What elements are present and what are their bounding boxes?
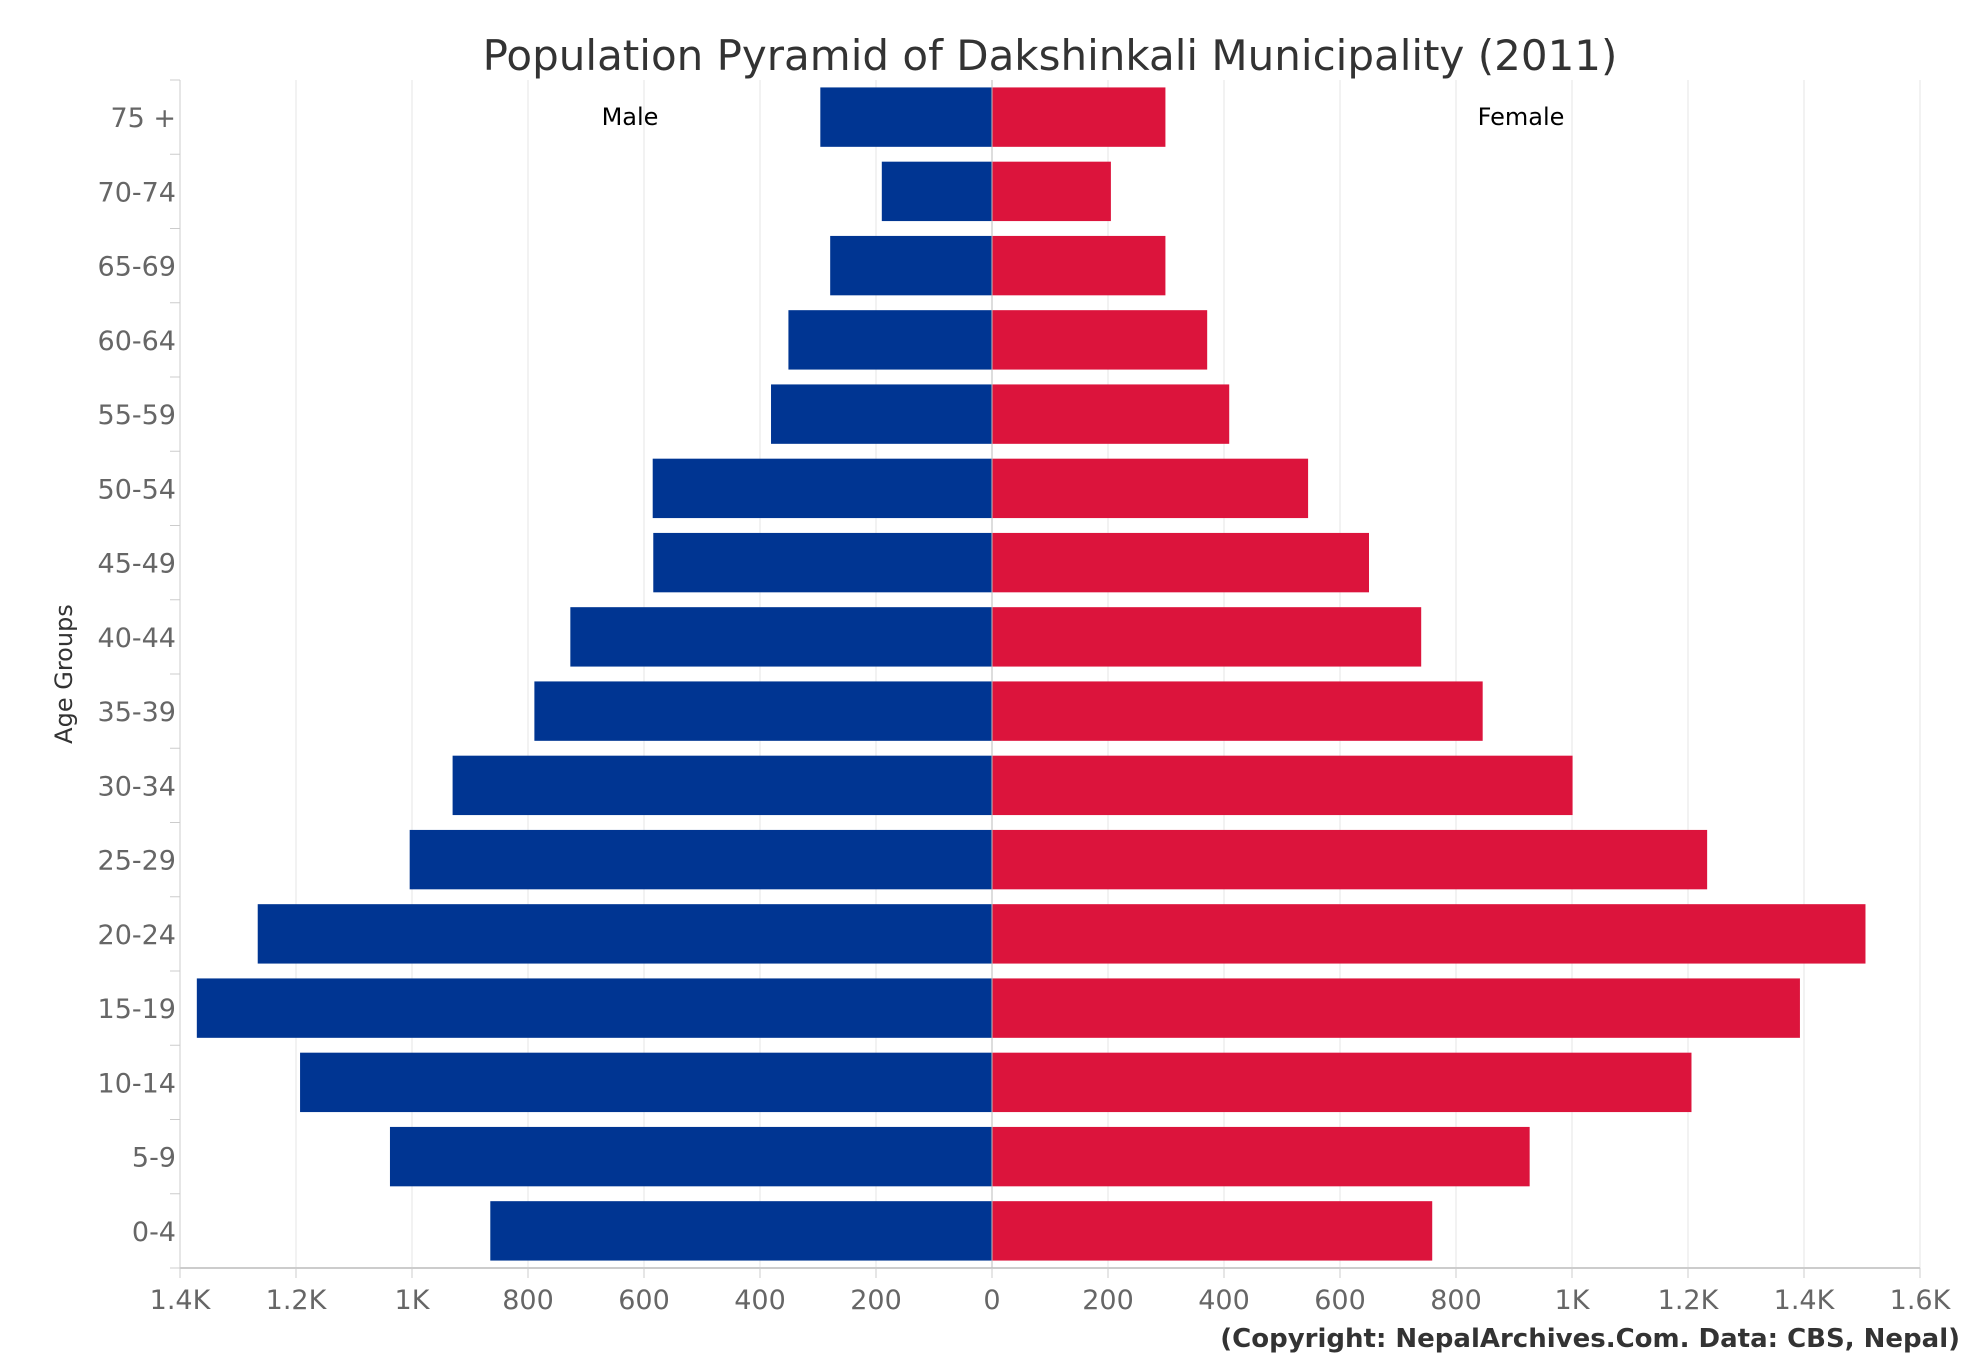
chart-title: Population Pyramid of Dakshinkali Munici… — [483, 31, 1618, 80]
y-tick-label: 60-64 — [98, 326, 176, 357]
x-tick-label: 1K — [1555, 1285, 1591, 1316]
y-tick-label: 10-14 — [98, 1068, 176, 1099]
bars[interactable] — [196, 87, 1866, 1261]
bar-male-45-49[interactable] — [653, 532, 992, 593]
bar-female-40-44[interactable] — [992, 607, 1422, 667]
y-tick-label: 40-44 — [98, 623, 176, 654]
bar-male-75 +[interactable] — [820, 87, 992, 147]
bar-male-30-34[interactable] — [452, 755, 993, 816]
x-tick-label: 1.4K — [1774, 1285, 1836, 1316]
y-tick-label: 55-59 — [98, 400, 176, 431]
bar-male-70-74[interactable] — [881, 161, 992, 222]
bar-female-65-69[interactable] — [992, 235, 1166, 296]
x-tick-label: 200 — [1082, 1285, 1134, 1316]
x-tick-label: 600 — [1314, 1285, 1366, 1316]
y-axis-label: Age Groups — [50, 604, 78, 744]
y-tick-label: 70-74 — [98, 177, 176, 208]
bar-male-5-9[interactable] — [389, 1126, 993, 1187]
y-tick-label: 35-39 — [98, 697, 176, 728]
x-tick-label: 1.2K — [1658, 1285, 1720, 1316]
bar-male-65-69[interactable] — [830, 235, 992, 296]
bar-female-60-64[interactable] — [992, 310, 1208, 370]
y-tick-label: 5-9 — [132, 1143, 176, 1174]
y-tick-label: 25-29 — [98, 846, 176, 877]
bar-female-25-29[interactable] — [992, 829, 1708, 890]
y-tick-label: 30-34 — [98, 771, 176, 802]
x-tick-label: 800 — [1430, 1285, 1482, 1316]
bar-male-20-24[interactable] — [257, 904, 993, 964]
legend-male[interactable]: Male — [602, 103, 659, 131]
y-tick-label: 50-54 — [98, 474, 176, 505]
y-tick-label: 75 + — [110, 103, 176, 134]
bar-female-5-9[interactable] — [992, 1126, 1530, 1187]
y-tick-label: 15-19 — [98, 994, 176, 1025]
legend-female[interactable]: Female — [1478, 103, 1565, 131]
x-tick-label: 1.4K — [150, 1285, 212, 1316]
bar-male-15-19[interactable] — [196, 978, 992, 1038]
bar-female-0-4[interactable] — [992, 1201, 1433, 1261]
bar-female-50-54[interactable] — [992, 458, 1309, 519]
bar-female-10-14[interactable] — [992, 1052, 1692, 1113]
bar-female-55-59[interactable] — [992, 384, 1230, 444]
bar-female-35-39[interactable] — [992, 681, 1483, 741]
bar-male-55-59[interactable] — [771, 384, 992, 444]
y-tick-labels: 0-4 5-9 10-14 15-19 20-24 25-29 30-34 35-39 40-4… — [98, 103, 176, 1248]
bar-female-30-34[interactable] — [992, 755, 1573, 816]
x-tick-label: 800 — [502, 1285, 554, 1316]
x-tick-label: 400 — [734, 1285, 786, 1316]
bar-female-75 +[interactable] — [992, 87, 1166, 147]
bar-male-25-29[interactable] — [409, 829, 992, 890]
axes — [170, 79, 1921, 1278]
bar-female-20-24[interactable] — [992, 904, 1866, 964]
x-tick-label: 400 — [1198, 1285, 1250, 1316]
x-tick-label: 0 — [983, 1285, 1000, 1316]
x-tick-label: 200 — [850, 1285, 902, 1316]
bar-female-70-74[interactable] — [992, 161, 1111, 222]
y-tick-label: 20-24 — [98, 920, 176, 951]
bar-female-15-19[interactable] — [992, 978, 1800, 1038]
y-tick-label: 0-4 — [132, 1217, 176, 1248]
bar-male-50-54[interactable] — [652, 458, 992, 519]
bar-male-40-44[interactable] — [570, 607, 992, 667]
y-tick-label: 45-49 — [98, 549, 176, 580]
credit-text: (Copyright: NepalArchives.Com. Data: CBS… — [1220, 1324, 1960, 1354]
bar-male-35-39[interactable] — [534, 681, 992, 741]
x-tick-label: 1K — [395, 1285, 431, 1316]
x-tick-label: 1.6K — [1890, 1285, 1952, 1316]
x-tick-labels: 1.4K 1.2K 1K 800 600 400 200 0 200 400 600 800 1K 1.2… — [150, 1285, 1952, 1316]
y-tick-label: 65-69 — [98, 252, 176, 283]
x-tick-label: 600 — [618, 1285, 670, 1316]
x-tick-label: 1.2K — [266, 1285, 328, 1316]
bar-male-60-64[interactable] — [788, 310, 992, 370]
bar-female-45-49[interactable] — [992, 532, 1369, 593]
bar-male-0-4[interactable] — [490, 1201, 992, 1261]
bar-male-10-14[interactable] — [300, 1052, 992, 1113]
